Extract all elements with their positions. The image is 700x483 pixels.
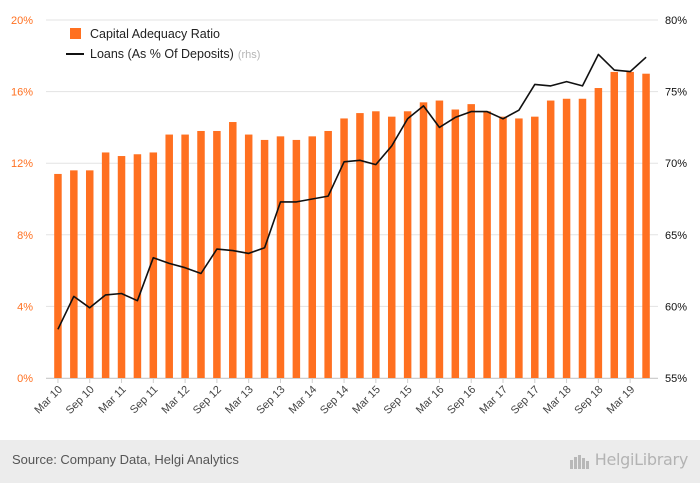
bar	[642, 73, 650, 378]
bar-series	[54, 71, 650, 379]
bar	[260, 139, 269, 378]
x-tick-label: Mar 17	[477, 384, 510, 417]
bar	[387, 116, 396, 378]
bar	[546, 100, 555, 379]
right-tick-label: 65%	[665, 230, 687, 242]
line-series	[57, 53, 647, 330]
bar	[372, 111, 380, 378]
x-tick-label: Sep 10	[64, 384, 97, 417]
left-axis: 0% 4% 8% 12% 16% 20%	[11, 15, 33, 385]
legend-line-suffix: (rhs)	[238, 49, 261, 61]
source-note: Source: Company Data, Helgi Analytics	[12, 452, 239, 467]
x-tick-label: Mar 19	[605, 384, 638, 417]
bar	[197, 130, 205, 378]
bar	[133, 154, 142, 378]
x-tick-label: Mar 15	[350, 384, 383, 417]
left-tick-label: 12%	[11, 158, 33, 170]
x-tick-label: Sep 11	[128, 384, 161, 417]
bar	[356, 113, 364, 378]
left-tick-label: 0%	[17, 373, 33, 385]
bar	[292, 139, 301, 378]
x-tick-label: Mar 14	[287, 384, 320, 417]
bar	[149, 152, 158, 378]
x-tick-label: Sep 15	[382, 384, 415, 417]
bar	[594, 88, 603, 379]
chart: 0% 4% 8% 12% 16% 20% 55% 60% 65% 70% 75% 80% Mar 1…	[11, 15, 687, 417]
x-tick-label: Mar 16	[414, 384, 447, 417]
bar	[435, 100, 444, 379]
x-tick-label: Sep 18	[572, 384, 605, 417]
x-tick-label: Mar 10	[32, 384, 65, 417]
bar	[324, 130, 332, 378]
brand-name: HelgiLibrary	[594, 450, 689, 469]
left-tick-label: 4%	[17, 301, 33, 313]
legend-bar-label: Capital Adequacy Ratio	[90, 27, 220, 41]
bar	[419, 102, 428, 378]
right-tick-label: 55%	[665, 373, 687, 385]
right-axis: 55% 60% 65% 70% 75% 80%	[665, 15, 687, 385]
x-tick-label: Mar 13	[223, 384, 256, 417]
loans-line	[57, 53, 647, 330]
legend-line-label: Loans (As % Of Deposits) (rhs)	[90, 47, 260, 61]
x-tick-label: Sep 12	[191, 384, 224, 417]
bar	[467, 104, 475, 378]
right-tick-label: 70%	[665, 158, 687, 170]
x-tick-label: Sep 14	[318, 384, 351, 417]
x-tick-label: Sep 16	[445, 384, 478, 417]
bar	[54, 173, 62, 378]
bar	[483, 111, 491, 378]
legend: Capital Adequacy Ratio Loans (As % Of De…	[66, 27, 260, 61]
bar	[403, 111, 412, 378]
bar	[165, 134, 173, 378]
brand: HelgiLibrary	[569, 450, 688, 470]
bar	[101, 152, 110, 378]
bar	[340, 118, 348, 378]
bar	[562, 98, 571, 378]
bar	[85, 170, 94, 378]
x-tick-label: Mar 11	[97, 384, 129, 416]
legend-line-name: Loans (As % Of Deposits)	[90, 47, 234, 61]
right-tick-label: 60%	[665, 301, 687, 313]
bar	[626, 71, 634, 378]
legend-bar-swatch	[70, 28, 81, 39]
x-tick-label: Sep 17	[509, 384, 542, 417]
bar	[276, 136, 285, 378]
left-tick-label: 8%	[17, 230, 33, 242]
bar	[70, 170, 78, 378]
bar	[499, 116, 507, 378]
bar	[451, 109, 460, 378]
bar	[244, 134, 253, 378]
bar	[610, 71, 619, 378]
x-tick-label: Mar 12	[160, 384, 193, 417]
bar	[117, 156, 126, 378]
right-tick-label: 75%	[665, 87, 687, 99]
bar	[181, 134, 189, 378]
right-tick-label: 80%	[665, 15, 687, 27]
bar	[578, 98, 587, 378]
x-tick-label: Mar 18	[541, 384, 574, 417]
bar	[308, 136, 317, 378]
library-logo-icon	[569, 454, 589, 469]
x-tick-label: Sep 13	[254, 384, 287, 417]
footer: Source: Company Data, Helgi Analytics He…	[0, 440, 700, 483]
bar	[515, 118, 523, 378]
bar	[531, 116, 539, 378]
left-tick-label: 20%	[11, 15, 33, 27]
bar	[213, 130, 221, 378]
left-tick-label: 16%	[11, 87, 33, 99]
